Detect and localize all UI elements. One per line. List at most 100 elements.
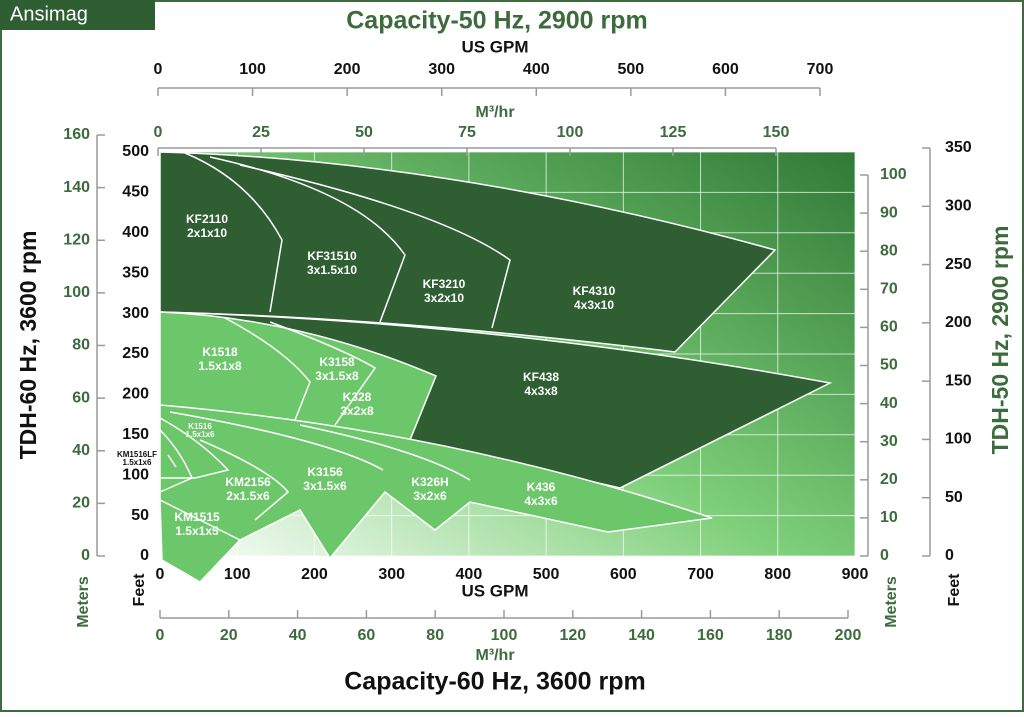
tick-label: 40 [880, 395, 898, 412]
region-label: 4x3x10 [574, 298, 614, 312]
tick-label: 160 [63, 126, 90, 143]
region-label: KF3210 [423, 277, 466, 291]
tick-label: 10 [880, 509, 898, 526]
tick-label: 20 [880, 471, 898, 488]
tick-label: 90 [880, 204, 898, 221]
region-label: 1.5x1x6 [123, 458, 152, 467]
region-label: K1516 [188, 422, 212, 431]
tick-label: 0 [156, 627, 165, 644]
y-unit: Feet [131, 573, 148, 607]
region-label: K328 [343, 390, 372, 404]
tick-label: 0 [154, 61, 163, 78]
tick-label: 30 [880, 433, 898, 450]
region-label: 3x1.5x6 [303, 479, 347, 493]
region-label: K3156 [307, 465, 343, 479]
y-tick-label: 50 [131, 507, 149, 524]
tick-label: 200 [945, 314, 972, 331]
tick-label: 150 [945, 372, 972, 389]
region-label: KF438 [523, 370, 559, 384]
tick-label: 160 [697, 627, 724, 644]
x-tick-label: 900 [842, 566, 869, 583]
tick-label: 600 [712, 61, 739, 78]
tick-label: 50 [880, 357, 898, 374]
tick-label: 75 [458, 124, 476, 141]
x-tick-label: 0 [156, 566, 165, 583]
region-shape [159, 404, 713, 583]
tick-label: 150 [763, 124, 790, 141]
y-tick-label: 250 [122, 345, 149, 362]
tick-label: 40 [72, 442, 90, 459]
x-tick-label: 600 [610, 566, 637, 583]
y-tick-label: 150 [122, 426, 149, 443]
y-label: TDH-60 Hz, 3600 rpm [15, 231, 41, 460]
tick-label: 120 [63, 231, 90, 248]
region-label: 3x2x10 [424, 291, 464, 305]
top-title: Capacity-50 Hz, 2900 rpm [346, 7, 648, 35]
tick-label: 0 [154, 124, 163, 141]
region-label: KM1516LF [117, 450, 157, 459]
tick-label: 40 [289, 627, 307, 644]
region-label: 4x3x8 [524, 384, 558, 398]
tick-label: 50 [945, 489, 963, 506]
tick-label: 300 [428, 61, 455, 78]
tick-label: 60 [358, 627, 376, 644]
x-tick-label: 800 [764, 566, 791, 583]
y-tick-label: 300 [122, 305, 149, 322]
y-tick-label: 450 [122, 184, 149, 201]
tick-label: 0 [945, 547, 954, 564]
brand-tab [0, 0, 155, 30]
tick-label: 70 [880, 281, 898, 298]
tick-label: 100 [880, 166, 907, 183]
region-label: KF2110 [186, 212, 228, 226]
x-m3-label: M³/hr [475, 647, 514, 664]
tick-label: 60 [880, 319, 898, 336]
tick-label: 140 [628, 627, 655, 644]
chart-title: Capacity-60 Hz, 3600 rpm [344, 668, 646, 696]
brand: Ansimag [10, 3, 88, 25]
y-tick-label: 350 [122, 264, 149, 281]
region-label: KM2156 [225, 475, 271, 489]
y-tick-label: 500 [122, 143, 149, 160]
tick-label: 100 [239, 61, 266, 78]
regions [159, 151, 833, 583]
tick-label: 180 [766, 627, 793, 644]
tick-label: 700 [807, 61, 834, 78]
region-label: 1.5x1x5 [175, 524, 219, 538]
region-label: K436 [527, 480, 556, 494]
region-divider [159, 152, 511, 541]
tick-label: 25 [252, 124, 270, 141]
tick-label: 0 [81, 547, 90, 564]
y-tick-label: 200 [122, 386, 149, 403]
tick-label: 80 [426, 627, 444, 644]
x-tick-label: 100 [224, 566, 251, 583]
x-tick-label: 700 [687, 566, 714, 583]
y-tick-label: 0 [140, 547, 149, 564]
region-label: 1.5x1x8 [198, 359, 242, 373]
tick-label: 0 [880, 547, 889, 564]
x-tick-label: 400 [456, 566, 483, 583]
region-label: KM1515 [174, 510, 220, 524]
x-tick-label: 300 [378, 566, 405, 583]
x-tick-label: 500 [533, 566, 560, 583]
y2-m-label: Meters [883, 576, 900, 628]
region-label: K326H [411, 475, 448, 489]
region-label: K3158 [319, 355, 355, 369]
region-label: 2x1.5x6 [226, 489, 270, 503]
region-label: 2x1x10 [187, 226, 227, 240]
y2-label: TDH-50 Hz, 2900 rpm [987, 226, 1013, 455]
tick-label: 100 [63, 284, 90, 301]
tick-label: 100 [491, 627, 518, 644]
x-label: US GPM [461, 581, 528, 600]
tick-label: 80 [880, 242, 898, 259]
region-label: 4x3x6 [524, 494, 558, 508]
tick-label: 250 [945, 256, 972, 273]
top-x-label: US GPM [461, 37, 528, 56]
tick-label: 60 [72, 389, 90, 406]
tick-label: 400 [523, 61, 550, 78]
axes: 0 100 200 300 400 500 600 700 800 900050100150200… [63, 61, 972, 644]
region-label: 3x1.5x8 [315, 369, 359, 383]
tick-label: 120 [559, 627, 586, 644]
top-x-m3-label: M³/hr [475, 104, 514, 121]
tick-label: 20 [72, 495, 90, 512]
